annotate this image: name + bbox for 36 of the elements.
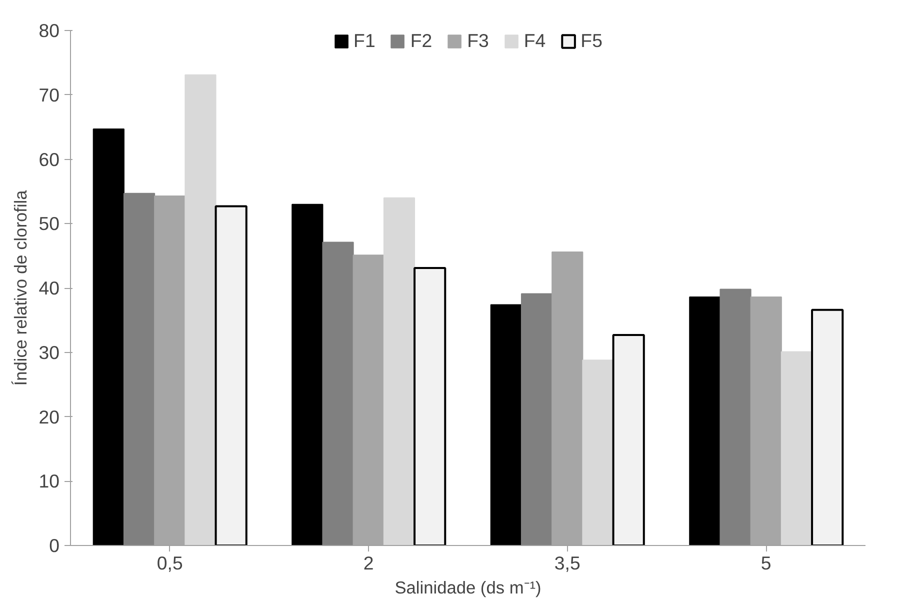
- x-tick-label: 2: [363, 552, 374, 574]
- y-tick-label: 0: [49, 535, 60, 556]
- bar: [490, 304, 522, 546]
- y-tick-label: 80: [38, 20, 60, 41]
- y-tick-label: 10: [38, 470, 60, 492]
- bar: [184, 74, 216, 546]
- x-tick-label: 5: [760, 552, 772, 574]
- bar: [582, 360, 614, 546]
- y-tick-label: 60: [38, 148, 60, 170]
- y-tick-label: 20: [38, 406, 60, 428]
- y-tick-label: 30: [38, 342, 60, 363]
- x-axis-title: Salinidade (ds m⁻¹): [394, 578, 542, 598]
- x-tick-label: 0,5: [156, 552, 183, 574]
- bar: [383, 197, 416, 546]
- y-tick-label: 50: [38, 213, 60, 234]
- bar: [214, 205, 248, 546]
- legend-label: F1: [354, 30, 376, 52]
- y-tick-label: 70: [38, 84, 60, 106]
- legend-label: F2: [410, 30, 432, 52]
- legend-label: F3: [467, 30, 489, 52]
- bar: [720, 288, 752, 546]
- bar: [322, 242, 354, 546]
- bar: [123, 192, 156, 546]
- x-tick-label: 3,5: [554, 552, 580, 574]
- legend-label: F5: [580, 30, 602, 52]
- bar: [689, 296, 721, 546]
- bar: [92, 128, 124, 546]
- bar: [520, 293, 553, 546]
- bar: [414, 267, 446, 546]
- bar: [780, 351, 813, 546]
- legend-label: F4: [524, 30, 546, 52]
- bar: [292, 204, 324, 546]
- bar: [811, 308, 844, 546]
- y-axis-title: Índice relativo de clorofila: [10, 190, 31, 386]
- y-tick-label: 40: [38, 278, 60, 298]
- bar: [612, 334, 645, 546]
